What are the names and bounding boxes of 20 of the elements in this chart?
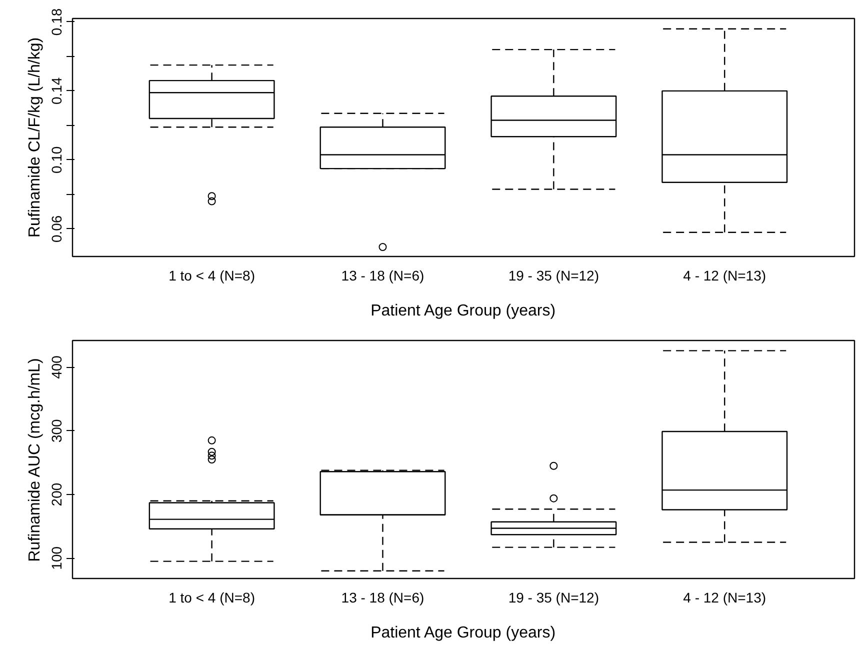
- y-tick-label: 0.14: [48, 77, 64, 105]
- text: 0.10: [48, 146, 64, 174]
- y-axis-title: Rufinamide AUC (mcg.h/mL): [26, 358, 44, 562]
- x-tick-label: 19 - 35 (N=12): [508, 268, 600, 284]
- x-tick-label: 1 to < 4 (N=8): [168, 268, 256, 284]
- y-tick-label: 100: [48, 546, 64, 570]
- x-tick-label: 19 - 35 (N=12): [508, 590, 600, 606]
- x-tick-label: 4 - 12 (N=13): [683, 590, 766, 606]
- x-axis-title: Patient Age Group (years): [370, 624, 556, 642]
- x-axis-title: Patient Age Group (years): [370, 302, 556, 320]
- y-tick-label: 200: [48, 482, 64, 506]
- y-tick-label: 300: [48, 418, 64, 443]
- x-tick-label: 1 to < 4 (N=8): [168, 590, 256, 606]
- x-tick-label: 13 - 18 (N=6): [341, 268, 424, 284]
- y-tick-label: 400: [48, 355, 64, 379]
- x-tick-label: 13 - 18 (N=6): [341, 590, 424, 606]
- y-tick-label: 0.06: [48, 215, 64, 243]
- x-tick-label: 4 - 12 (N=13): [683, 268, 766, 284]
- y-axis-title: Rufinamide CL/F/kg (L/h/kg): [26, 37, 44, 238]
- y-tick-label: 0.18: [48, 8, 64, 36]
